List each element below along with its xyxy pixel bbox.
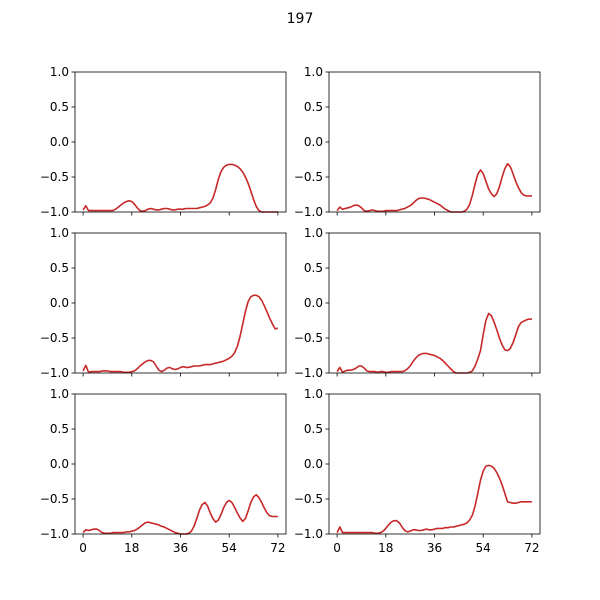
y-tick-label: 0.5 (50, 261, 69, 275)
y-tick-label: −1.0 (294, 205, 323, 219)
series-line (336, 464, 532, 535)
y-tick-label: −0.5 (294, 331, 323, 345)
y-tick-label: 0.5 (50, 422, 69, 436)
y-tick-label: 0.5 (304, 100, 323, 114)
subplot-grid: −1.0 −0.5 0.0 0.5 1.0 −1.0 −0.5 0.0 0.5 1.0 −1.0 −0… (40, 65, 541, 555)
x-tick-label: 72 (524, 541, 539, 555)
y-tick-label: 0.0 (304, 296, 323, 310)
subplot-bottom-right: −1.0 −0.5 0.0 0.5 1.0 0 18 36 54 72 (294, 387, 541, 555)
y-tick-label: −1.0 (40, 366, 69, 380)
x-tick-label: 36 (173, 541, 188, 555)
subplot-top-right: −1.0 −0.5 0.0 0.5 1.0 (294, 65, 541, 219)
x-tick-label: 18 (378, 541, 393, 555)
y-tick-label: −0.5 (294, 170, 323, 184)
y-tick-label: −1.0 (40, 205, 69, 219)
y-tick-label: 1.0 (304, 65, 323, 79)
subplot-bottom-left: −1.0 −0.5 0.0 0.5 1.0 0 18 36 54 72 (40, 387, 287, 555)
y-tick-label: −0.5 (40, 170, 69, 184)
y-tick-label: 1.0 (304, 387, 323, 401)
y-tick-label: −1.0 (294, 527, 323, 541)
y-tick-label: 0.5 (50, 100, 69, 114)
subplot-middle-left: −1.0 −0.5 0.0 0.5 1.0 (40, 226, 287, 380)
x-tick-label: 36 (427, 541, 442, 555)
y-tick-label: −1.0 (40, 527, 69, 541)
x-tick-label: 72 (270, 541, 285, 555)
y-tick-label: 1.0 (304, 226, 323, 240)
x-tick-label: 0 (333, 541, 341, 555)
y-tick-label: −0.5 (40, 492, 69, 506)
x-tick-label: 54 (476, 541, 491, 555)
y-tick-label: 0.0 (50, 296, 69, 310)
series-line (336, 312, 532, 374)
y-tick-label: 0.0 (304, 457, 323, 471)
y-tick-label: 1.0 (50, 65, 69, 79)
x-tick-label: 0 (79, 541, 87, 555)
subplot-top-left: −1.0 −0.5 0.0 0.5 1.0 (40, 65, 287, 219)
y-tick-label: −0.5 (294, 492, 323, 506)
y-tick-label: −0.5 (40, 331, 69, 345)
x-tick-label: 54 (222, 541, 237, 555)
x-tick-label: 18 (124, 541, 139, 555)
figure-title: 197 (287, 11, 314, 27)
y-tick-label: 1.0 (50, 226, 69, 240)
series-line (82, 163, 278, 213)
y-tick-label: 0.0 (50, 135, 69, 149)
y-tick-label: −1.0 (294, 366, 323, 380)
y-tick-label: 0.0 (50, 457, 69, 471)
y-tick-label: 0.0 (304, 135, 323, 149)
series-line (336, 162, 532, 213)
y-tick-label: 0.5 (304, 422, 323, 436)
y-tick-label: 0.5 (304, 261, 323, 275)
series-line (82, 294, 279, 374)
subplot-middle-right: −1.0 −0.5 0.0 0.5 1.0 (294, 226, 541, 380)
y-tick-label: 1.0 (50, 387, 69, 401)
